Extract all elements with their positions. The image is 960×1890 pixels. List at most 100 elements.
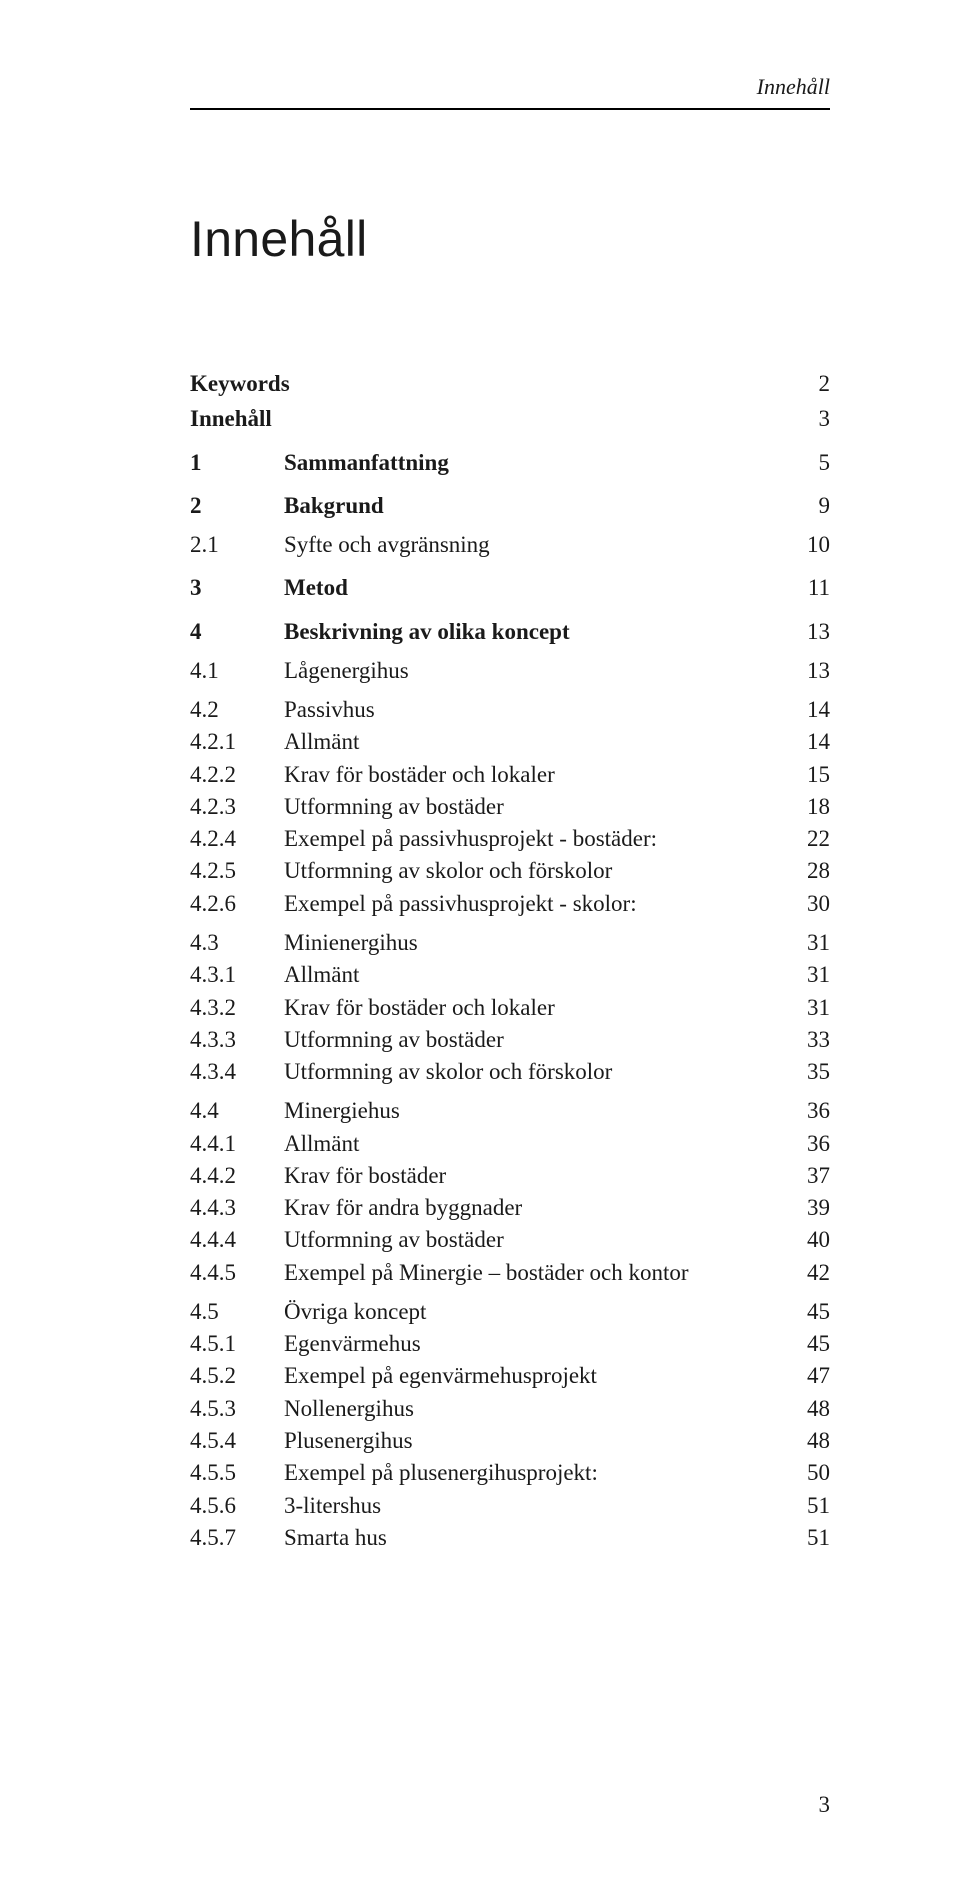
- toc-page: 14: [780, 694, 830, 725]
- toc-number: 4.2.6: [190, 888, 284, 919]
- toc-page: 31: [780, 927, 830, 958]
- toc-row: Keywords2: [190, 368, 830, 399]
- toc-label: Utformning av bostäder: [284, 791, 780, 822]
- toc-row: 4.4.2Krav för bostäder37: [190, 1160, 830, 1191]
- toc-page: 45: [780, 1328, 830, 1359]
- toc-number: 4.5.6: [190, 1490, 284, 1521]
- toc-row: 4.2Passivhus14: [190, 694, 830, 725]
- toc-label: Krav för bostäder och lokaler: [284, 992, 780, 1023]
- toc-page: 51: [780, 1490, 830, 1521]
- toc-number: 4.5.2: [190, 1360, 284, 1391]
- toc-label: Minienergihus: [284, 927, 780, 958]
- toc-page: 18: [780, 791, 830, 822]
- toc-number: 4.3.2: [190, 992, 284, 1023]
- page-title: Innehåll: [190, 210, 830, 268]
- toc-row: 4.5.4Plusenergihus48: [190, 1425, 830, 1456]
- toc-label: Exempel på passivhusprojekt - skolor:: [284, 888, 780, 919]
- toc-number: 3: [190, 572, 284, 603]
- toc-label: Utformning av bostäder: [284, 1224, 780, 1255]
- toc-row: 4.5.1Egenvärmehus45: [190, 1328, 830, 1359]
- toc-number: 4.2.4: [190, 823, 284, 854]
- toc-row: 4.4.4Utformning av bostäder40: [190, 1224, 830, 1255]
- toc-row: 4.2.4Exempel på passivhusprojekt - bostä…: [190, 823, 830, 854]
- toc-page: 48: [780, 1425, 830, 1456]
- toc-row: 3Metod11: [190, 572, 830, 603]
- toc-page: 2: [780, 368, 830, 399]
- toc-number: 4.5.4: [190, 1425, 284, 1456]
- toc-label: Exempel på Minergie – bostäder och konto…: [284, 1257, 780, 1288]
- toc-page: 35: [780, 1056, 830, 1087]
- document-page: Innehåll Innehåll Keywords2Innehåll31Sam…: [0, 0, 960, 1890]
- toc-page: 42: [780, 1257, 830, 1288]
- toc-page: 37: [780, 1160, 830, 1191]
- toc-row: 4.3.2Krav för bostäder och lokaler31: [190, 992, 830, 1023]
- toc-number: 4.3.4: [190, 1056, 284, 1087]
- toc-number: 1: [190, 447, 284, 478]
- toc-label: Exempel på egenvärmehusprojekt: [284, 1360, 780, 1391]
- toc-label: Innehåll: [190, 403, 780, 434]
- toc-page: 13: [780, 655, 830, 686]
- toc-label: Allmänt: [284, 1128, 780, 1159]
- toc-row: 4.3.3Utformning av bostäder33: [190, 1024, 830, 1055]
- toc-label: Allmänt: [284, 726, 780, 757]
- toc-page: 10: [780, 529, 830, 560]
- toc-page: 30: [780, 888, 830, 919]
- toc-page: 13: [780, 616, 830, 647]
- toc-row: Innehåll3: [190, 403, 830, 434]
- toc-label: Lågenergihus: [284, 655, 780, 686]
- header-rule: [190, 108, 830, 110]
- toc-page: 9: [780, 490, 830, 521]
- running-head: Innehåll: [757, 74, 830, 100]
- toc-page: 51: [780, 1522, 830, 1553]
- toc-number: 4.2.2: [190, 759, 284, 790]
- toc-page: 47: [780, 1360, 830, 1391]
- toc-label: Passivhus: [284, 694, 780, 725]
- toc-label: Krav för bostäder: [284, 1160, 780, 1191]
- toc-row: 4.2.6Exempel på passivhusprojekt - skolo…: [190, 888, 830, 919]
- toc-label: Övriga koncept: [284, 1296, 780, 1327]
- toc-label: Exempel på passivhusprojekt - bostäder:: [284, 823, 780, 854]
- toc-page: 48: [780, 1393, 830, 1424]
- toc-label: Krav för bostäder och lokaler: [284, 759, 780, 790]
- toc-page: 45: [780, 1296, 830, 1327]
- toc-label: Syfte och avgränsning: [284, 529, 780, 560]
- toc-label: Utformning av skolor och förskolor: [284, 855, 780, 886]
- toc-number: 4.3: [190, 927, 284, 958]
- toc-number: 4.4.3: [190, 1192, 284, 1223]
- toc-number: 4.4.1: [190, 1128, 284, 1159]
- toc-page: 3: [780, 403, 830, 434]
- toc-number: 4.2.5: [190, 855, 284, 886]
- toc-label: Egenvärmehus: [284, 1328, 780, 1359]
- toc-page: 31: [780, 992, 830, 1023]
- toc-page: 39: [780, 1192, 830, 1223]
- toc-row: 4.1Lågenergihus13: [190, 655, 830, 686]
- toc-label: Bakgrund: [284, 490, 780, 521]
- toc-page: 14: [780, 726, 830, 757]
- footer-page-number: 3: [819, 1792, 831, 1818]
- toc-label: Utformning av skolor och förskolor: [284, 1056, 780, 1087]
- toc-row: 4.3.4Utformning av skolor och förskolor3…: [190, 1056, 830, 1087]
- toc-page: 50: [780, 1457, 830, 1488]
- toc-page: 22: [780, 823, 830, 854]
- toc-number: 4.3.3: [190, 1024, 284, 1055]
- toc-page: 5: [780, 447, 830, 478]
- toc-row: 4.5Övriga koncept45: [190, 1296, 830, 1327]
- toc-row: 4Beskrivning av olika koncept13: [190, 616, 830, 647]
- toc-page: 40: [780, 1224, 830, 1255]
- toc-row: 1Sammanfattning5: [190, 447, 830, 478]
- toc-row: 4.2.5Utformning av skolor och förskolor2…: [190, 855, 830, 886]
- toc-row: 2Bakgrund9: [190, 490, 830, 521]
- toc-row: 4.5.2Exempel på egenvärmehusprojekt47: [190, 1360, 830, 1391]
- toc-label: 3-litershus: [284, 1490, 780, 1521]
- toc-number: 4.2.1: [190, 726, 284, 757]
- toc-number: 4.2.3: [190, 791, 284, 822]
- toc-row: 4.2.1Allmänt14: [190, 726, 830, 757]
- toc-page: 31: [780, 959, 830, 990]
- toc-row: 2.1Syfte och avgränsning10: [190, 529, 830, 560]
- toc-number: 4.5: [190, 1296, 284, 1327]
- toc-row: 4.2.3Utformning av bostäder18: [190, 791, 830, 822]
- toc-number: 4.5.5: [190, 1457, 284, 1488]
- toc-label: Metod: [284, 572, 780, 603]
- toc-row: 4.3.1Allmänt31: [190, 959, 830, 990]
- toc-page: 28: [780, 855, 830, 886]
